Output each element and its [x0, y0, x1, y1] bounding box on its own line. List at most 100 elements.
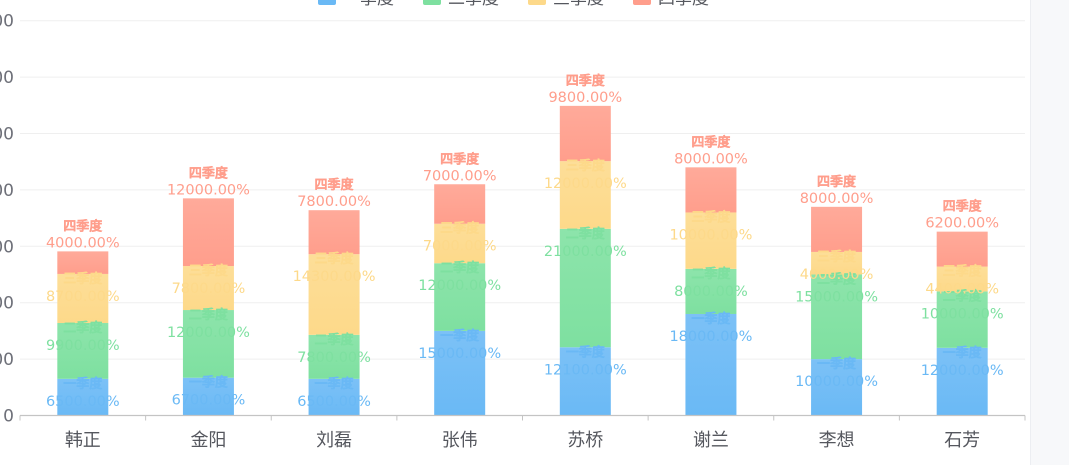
legend-label[interactable]: 三季度 — [553, 0, 604, 9]
segment-series-label: 四季度 — [566, 73, 606, 89]
segment-series-label: 二季度 — [63, 320, 103, 336]
bar-segment[interactable] — [936, 291, 988, 348]
bar-segment[interactable] — [559, 105, 611, 162]
segment-series-label: 二季度 — [189, 307, 229, 323]
bar-segment[interactable] — [57, 273, 109, 324]
bar-segment[interactable] — [811, 359, 863, 416]
bar-segment[interactable] — [811, 206, 863, 252]
segment-series-label: 三季度 — [315, 251, 355, 267]
segment-series-label: 三季度 — [691, 209, 731, 225]
bar-segment[interactable] — [57, 251, 109, 274]
bar-segment[interactable] — [182, 310, 234, 378]
segment-series-label: 三季度 — [440, 221, 480, 237]
y-tick-label: 00 — [0, 68, 14, 88]
segment-value-label: 7000.00% — [423, 239, 497, 255]
segment-value-label: 21000.00% — [544, 244, 627, 260]
bar-segment[interactable] — [559, 347, 611, 416]
legend-label[interactable]: 一季度 — [343, 0, 394, 9]
segment-value-label: 7000.00% — [423, 168, 497, 184]
segment-series-label: 一季度 — [189, 375, 229, 391]
segment-series-label: 一季度 — [691, 311, 731, 327]
bar-segment[interactable] — [308, 210, 360, 255]
legend-swatch[interactable] — [528, 0, 546, 5]
bar-segment[interactable] — [936, 266, 988, 292]
segment-series-label: 一季度 — [943, 345, 983, 361]
segment-series-label: 四季度 — [63, 218, 103, 234]
segment-value-label: 10000.00% — [795, 374, 878, 390]
y-tick-label: 00 — [0, 181, 14, 201]
segment-series-label: 三季度 — [189, 263, 229, 279]
segment-value-label: 14300.00% — [293, 269, 376, 285]
segment-value-label: 12000.00% — [167, 325, 250, 341]
x-tick-label: 谢兰 — [693, 430, 729, 451]
segment-value-label: 8700.00% — [46, 289, 120, 305]
x-tick-label: 韩正 — [65, 430, 101, 451]
segment-value-label: 6500.00% — [297, 394, 371, 410]
segment-value-label: 9900.00% — [46, 338, 120, 354]
y-tick-label: 00 — [0, 125, 14, 145]
segment-series-label: 一季度 — [315, 376, 355, 392]
segment-value-label: 8000.00% — [800, 191, 874, 207]
segment-value-label: 4000.00% — [46, 235, 120, 251]
bar-segment[interactable] — [685, 268, 737, 314]
y-tick-label: 00 — [0, 12, 14, 32]
segment-series-label: 一季度 — [440, 328, 480, 344]
bar-segment[interactable] — [182, 377, 234, 416]
segment-series-label: 四季度 — [943, 199, 983, 215]
bar-segment[interactable] — [811, 274, 863, 360]
segment-series-label: 二季度 — [943, 288, 983, 304]
segment-series-label: 二季度 — [817, 272, 857, 288]
bar-segment[interactable] — [182, 198, 234, 267]
segment-value-label: 10000.00% — [669, 227, 752, 243]
bar-segment[interactable] — [811, 251, 863, 275]
segment-series-label: 四季度 — [691, 134, 731, 150]
x-tick-label: 苏桥 — [567, 430, 603, 451]
segment-value-label: 12000.00% — [544, 176, 627, 192]
segment-value-label: 18000.00% — [669, 329, 752, 345]
bar-segment[interactable] — [308, 378, 360, 416]
legend-swatch[interactable] — [423, 0, 441, 5]
segment-value-label: 10000.00% — [921, 306, 1004, 322]
bar-segment[interactable] — [685, 167, 737, 213]
bar-segment[interactable] — [936, 231, 988, 267]
segment-series-label: 一季度 — [817, 356, 857, 372]
segment-value-label: 4400.00% — [925, 282, 999, 298]
segment-value-label: 4000.00% — [800, 267, 874, 283]
legend-swatch[interactable] — [318, 0, 336, 5]
bar-segment[interactable] — [685, 212, 737, 269]
segment-series-label: 三季度 — [817, 249, 857, 265]
bar-segment[interactable] — [936, 347, 988, 416]
bar-segment[interactable] — [434, 184, 486, 224]
segment-series-label: 三季度 — [943, 264, 983, 280]
segment-series-label: 一季度 — [566, 344, 606, 360]
x-axis: 韩正 金阳 刘磊 张伟 苏桥 谢兰 李想 石芳 — [19, 414, 1026, 451]
bar-segment[interactable] — [559, 161, 611, 229]
bar-segment[interactable] — [434, 263, 486, 331]
legend-label[interactable]: 四季度 — [658, 0, 709, 9]
legend-swatch[interactable] — [633, 0, 651, 5]
segment-value-label: 12100.00% — [544, 362, 627, 378]
segment-series-label: 四季度 — [189, 165, 229, 181]
legend[interactable]: 一季度 二季度 三季度 四季度 — [318, 0, 709, 9]
bar-segment[interactable] — [57, 323, 109, 379]
bars — [57, 105, 988, 416]
bar-segment[interactable] — [434, 330, 486, 416]
x-tick-label: 石芳 — [944, 430, 980, 451]
segment-value-label: 6200.00% — [925, 216, 999, 232]
segment-value-label: 8000.00% — [674, 151, 748, 167]
bar-segment[interactable] — [559, 228, 611, 348]
bar-segment[interactable] — [685, 313, 737, 416]
bar-segment[interactable] — [308, 254, 360, 335]
x-tick-label: 金阳 — [190, 430, 226, 451]
bar-segment[interactable] — [57, 378, 109, 416]
y-tick-label: 0 — [3, 407, 14, 427]
segment-series-label: 二季度 — [440, 260, 480, 276]
legend-label[interactable]: 二季度 — [448, 0, 499, 9]
x-tick-label: 李想 — [819, 430, 855, 451]
bar-segment[interactable] — [308, 334, 360, 379]
bar-segment[interactable] — [182, 266, 234, 311]
bar-segment[interactable] — [434, 223, 486, 264]
y-axis-ticks: 000000000000000 — [0, 12, 14, 427]
